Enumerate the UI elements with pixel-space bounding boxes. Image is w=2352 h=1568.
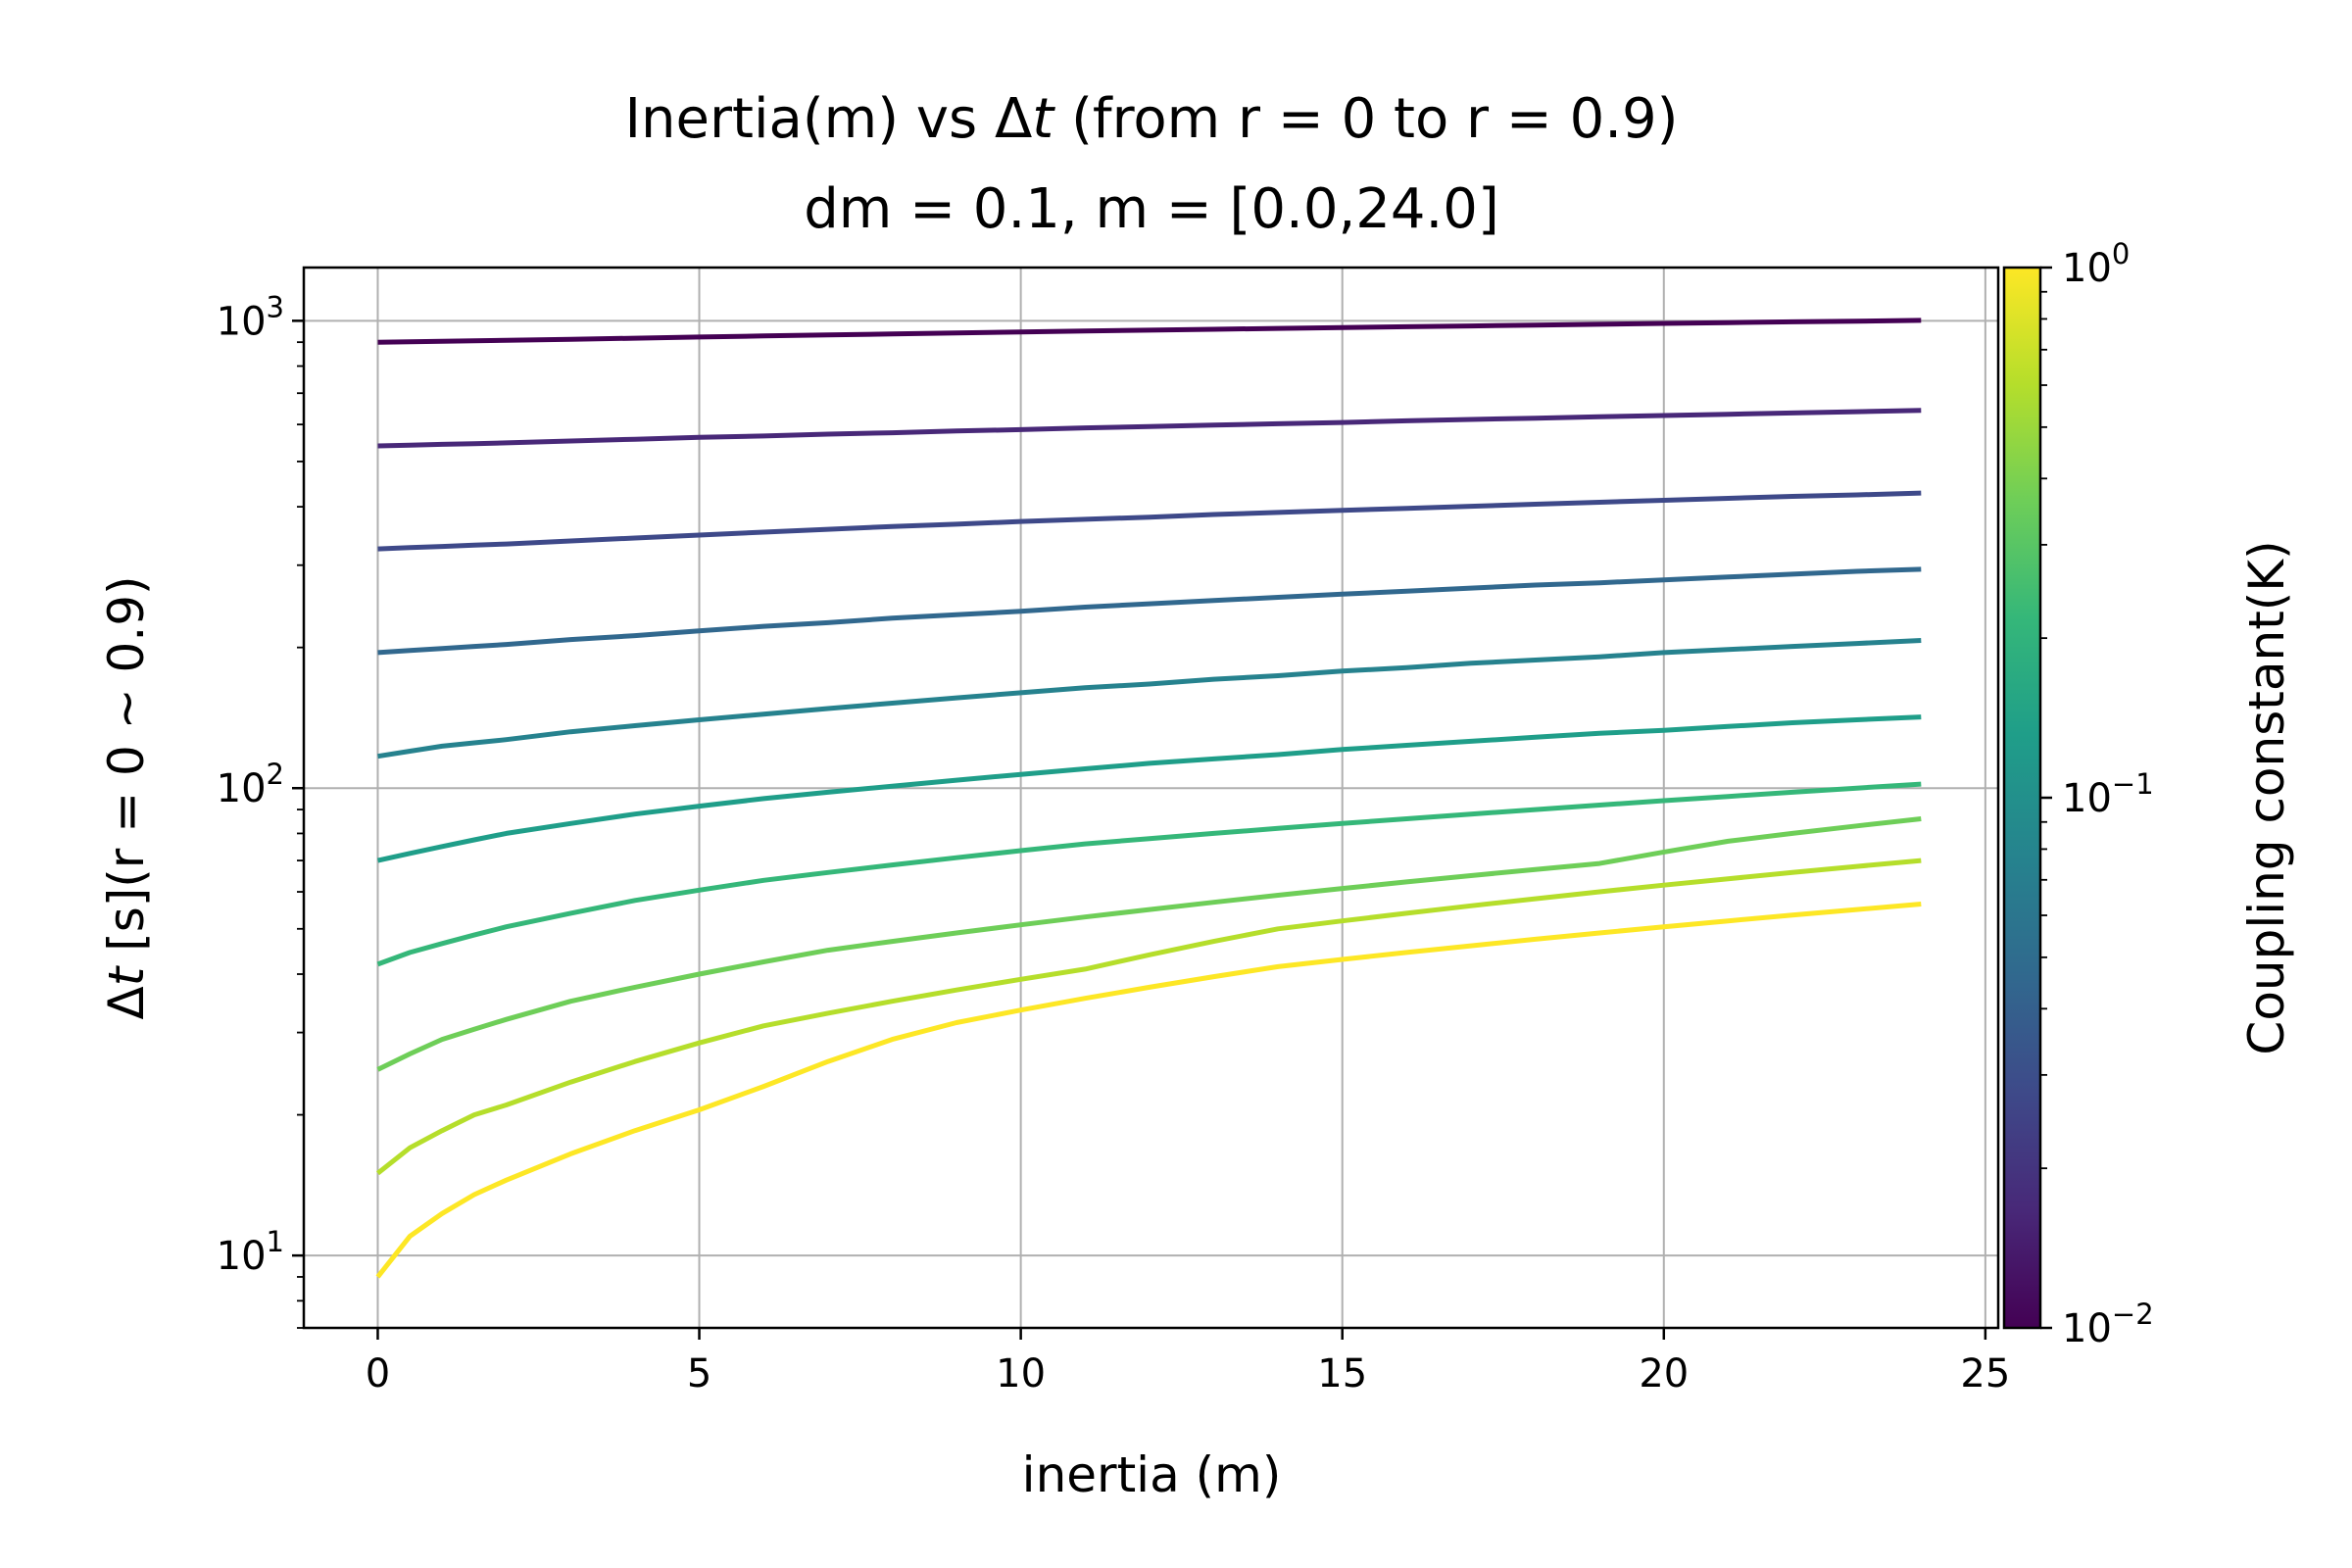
- x-tick-label: 15: [1317, 1351, 1367, 1396]
- colorbar-tick-label: 10−2: [2062, 1298, 2154, 1351]
- chart-title-line2: dm = 0.1, m = [0.0,24.0]: [804, 177, 1499, 241]
- series-line: [377, 318, 1922, 345]
- y-tick-label: 102: [217, 758, 284, 811]
- series-line: [377, 408, 1922, 449]
- series-line: [377, 490, 1922, 552]
- colorbar-tick-label: 100: [2062, 237, 2130, 291]
- colorbar: [2002, 266, 2042, 1330]
- series-line: [375, 902, 1922, 1279]
- series-lines: [375, 318, 1922, 1279]
- y-axis-label: Δt [s](r = 0 ~ 0.9): [98, 575, 155, 1019]
- x-tick-label: 5: [687, 1351, 711, 1396]
- ylabel-text: [s](r = 0 ~ 0.9): [98, 575, 155, 966]
- series-line: [376, 781, 1922, 967]
- x-tick-label: 10: [996, 1351, 1046, 1396]
- title-delta-symbol: Δ: [995, 87, 1032, 151]
- chart-title-line1: Inertia(m) vs Δt (from r = 0 to r = 0.9): [625, 87, 1679, 151]
- x-tick-label: 0: [366, 1351, 390, 1396]
- series-line: [377, 566, 1922, 656]
- x-tick-label: 20: [1639, 1351, 1689, 1396]
- title-text-post: (from r = 0 to r = 0.9): [1054, 87, 1678, 151]
- x-tick-label: 25: [1960, 1351, 2010, 1396]
- y-tick-label: 101: [217, 1225, 284, 1279]
- y-tick-label: 103: [217, 290, 284, 344]
- ylabel-t-symbol: t: [98, 964, 155, 986]
- series-line: [376, 714, 1922, 863]
- series-line: [376, 816, 1922, 1072]
- x-axis-label: inertia (m): [1022, 1446, 1282, 1503]
- title-text-pre: Inertia(m) vs: [625, 87, 995, 151]
- colorbar-tick-label: 10−1: [2062, 767, 2154, 821]
- ylabel-delta-symbol: Δ: [98, 986, 155, 1019]
- axis-ticks: 0 5 10 15 20 25 101 102 103: [217, 290, 2011, 1396]
- title-t-symbol: t: [1032, 87, 1055, 151]
- series-line: [375, 858, 1922, 1176]
- plot-frame: [302, 266, 2000, 1330]
- series-line: [377, 638, 1922, 760]
- colorbar-label: Coupling constant(K): [2238, 540, 2295, 1054]
- colorbar-ticks: 10−2 10−1 100: [2040, 237, 2154, 1351]
